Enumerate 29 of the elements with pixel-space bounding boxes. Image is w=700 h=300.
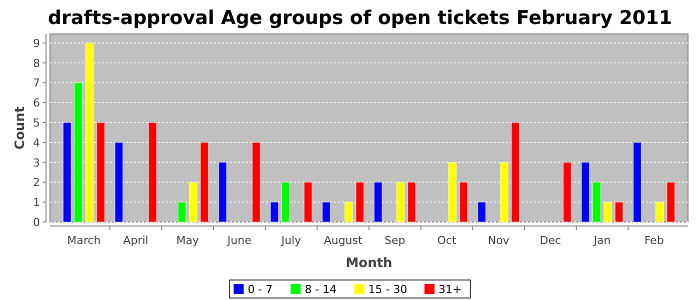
- x-tick-label: May: [176, 234, 200, 247]
- x-tick-label: March: [67, 234, 101, 247]
- legend-label: 8 - 14: [304, 283, 337, 296]
- x-tick-label: June: [226, 234, 252, 247]
- y-tick-label: 1: [33, 196, 40, 210]
- y-tick-label: 8: [33, 56, 40, 70]
- y-tick-label: 3: [33, 156, 40, 170]
- y-tick-label: 0: [33, 216, 40, 229]
- y-axis-title: Count: [13, 106, 28, 150]
- x-tick-label: Oct: [437, 234, 457, 247]
- x-axis-title: Month: [346, 256, 392, 271]
- x-tick-label: Sep: [384, 234, 406, 247]
- y-tick-label: 4: [33, 136, 40, 150]
- x-tick-label: Dec: [540, 234, 562, 247]
- y-tick-label: 9: [33, 36, 40, 50]
- legend-label: 15 - 30: [368, 283, 408, 296]
- legend-label: 0 - 7: [248, 283, 273, 296]
- y-tick-label: 2: [33, 176, 40, 190]
- x-tick-label: July: [280, 234, 302, 247]
- x-tick-label: August: [324, 234, 364, 247]
- y-tick-label: 6: [33, 96, 40, 110]
- x-tick-label: Nov: [488, 234, 510, 247]
- x-tick-label: April: [123, 234, 148, 247]
- chart-title: drafts-approval Age groups of open tickets February 2011: [48, 7, 672, 29]
- y-tick-label: 7: [33, 76, 40, 90]
- y-tick-label: 5: [33, 116, 40, 130]
- x-tick-label: Feb: [644, 234, 664, 247]
- x-tick-label: Jan: [592, 234, 611, 247]
- legend-label: 31+: [438, 283, 462, 296]
